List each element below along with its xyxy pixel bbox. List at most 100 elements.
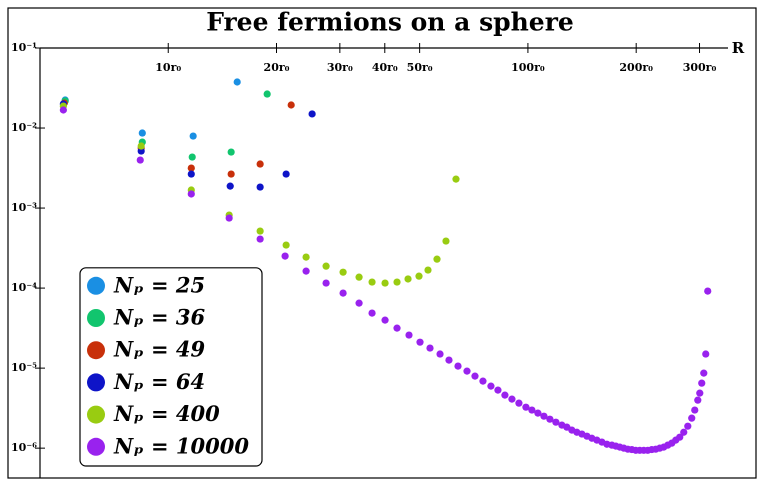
point xyxy=(700,369,708,377)
point xyxy=(463,367,471,375)
point xyxy=(256,183,264,191)
point xyxy=(501,391,509,399)
point xyxy=(59,106,67,114)
point xyxy=(680,428,688,436)
x-tick-label: 10r₀ xyxy=(155,61,181,74)
point xyxy=(691,406,699,414)
point xyxy=(704,287,712,295)
point xyxy=(281,252,289,260)
legend-marker xyxy=(87,309,105,327)
point xyxy=(187,170,195,178)
point xyxy=(381,279,389,287)
x-tick-label: 40r₀ xyxy=(372,61,398,74)
point xyxy=(256,227,264,235)
point xyxy=(187,190,195,198)
x-tick-label: 30r₀ xyxy=(327,61,353,74)
point xyxy=(445,356,453,364)
point xyxy=(393,324,401,332)
x-tick-label: 100r₀ xyxy=(511,61,545,74)
legend-label: Nₚ = 10000 xyxy=(113,433,249,458)
point xyxy=(479,377,487,385)
point xyxy=(494,386,502,394)
point xyxy=(227,170,235,178)
y-tick-label: 10⁻¹ xyxy=(11,41,37,54)
point xyxy=(442,237,450,245)
legend-marker xyxy=(87,437,105,456)
point xyxy=(302,253,310,261)
point xyxy=(415,272,423,280)
point xyxy=(698,379,706,387)
legend-label: Nₚ = 400 xyxy=(113,401,220,426)
legend-box xyxy=(79,267,263,467)
point xyxy=(233,78,241,86)
point xyxy=(136,156,144,164)
point xyxy=(405,331,413,339)
point xyxy=(508,395,516,403)
point xyxy=(528,406,536,414)
legend-marker xyxy=(87,276,105,295)
legend-label: Nₚ = 25 xyxy=(113,272,205,297)
y-tick-label: 10⁻⁵ xyxy=(11,361,37,374)
point xyxy=(138,129,146,137)
y-tick-label: 10⁻⁶ xyxy=(11,441,37,454)
y-tick-label: 10⁻⁴ xyxy=(11,281,37,294)
point xyxy=(540,412,548,420)
legend-label: Nₚ = 64 xyxy=(113,369,205,394)
x-tick-label: 20r₀ xyxy=(264,61,290,74)
point xyxy=(381,316,389,324)
legend-marker xyxy=(87,341,105,360)
legend-label: Nₚ = 36 xyxy=(113,305,205,330)
point xyxy=(454,362,462,370)
point xyxy=(308,110,316,118)
point xyxy=(552,418,560,426)
point xyxy=(424,266,432,274)
point xyxy=(487,382,495,390)
point xyxy=(702,350,710,358)
point xyxy=(676,433,684,441)
point xyxy=(355,273,363,281)
point xyxy=(355,299,363,307)
y-tick-label: 10⁻² xyxy=(11,121,37,134)
point xyxy=(339,268,347,276)
x-tick-label: 300r₀ xyxy=(683,61,717,74)
y-tick-label: 10⁻³ xyxy=(11,201,37,214)
frame xyxy=(7,7,757,479)
point xyxy=(433,255,441,263)
chart-title: Free fermions on a sphere xyxy=(206,8,574,37)
point xyxy=(263,90,271,98)
point xyxy=(282,170,290,178)
point xyxy=(137,147,145,155)
point xyxy=(546,415,554,423)
point xyxy=(302,267,310,275)
x-tick-label: 200r₀ xyxy=(619,61,653,74)
point xyxy=(322,279,330,287)
point xyxy=(187,164,195,172)
point xyxy=(404,275,412,283)
point xyxy=(688,414,696,422)
point xyxy=(426,344,434,352)
point xyxy=(256,160,264,168)
point xyxy=(696,389,704,397)
point xyxy=(534,409,542,417)
point xyxy=(452,175,460,183)
point xyxy=(189,132,197,140)
point xyxy=(339,289,347,297)
point xyxy=(515,399,523,407)
point xyxy=(282,241,290,249)
point xyxy=(188,153,196,161)
x-axis-label: R xyxy=(732,39,745,57)
point xyxy=(416,338,424,346)
point xyxy=(368,309,376,317)
legend-marker xyxy=(87,405,105,424)
point xyxy=(256,235,264,243)
point xyxy=(522,403,530,411)
point xyxy=(393,278,401,286)
point xyxy=(287,101,295,109)
point xyxy=(368,278,376,286)
point xyxy=(471,372,479,380)
legend-marker xyxy=(87,373,105,392)
point xyxy=(322,262,330,270)
point xyxy=(225,214,233,222)
point xyxy=(226,182,234,190)
